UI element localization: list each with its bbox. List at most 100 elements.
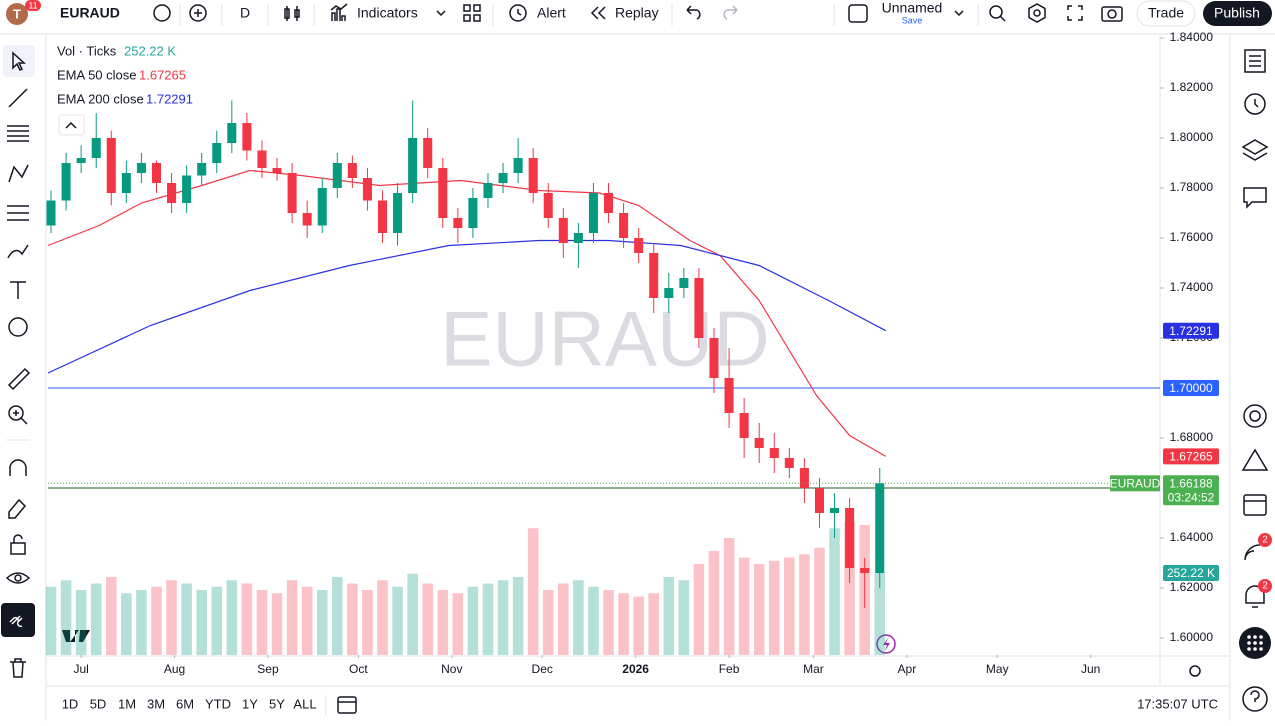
signals-icon[interactable] <box>1243 404 1267 428</box>
clock[interactable]: 17:35:07 UTC <box>1137 696 1218 711</box>
alerts-icon[interactable] <box>1244 93 1266 115</box>
lightning <box>883 638 890 651</box>
symbol[interactable]: EURAUD <box>60 5 120 21</box>
volume-bar <box>603 590 614 655</box>
chevron[interactable] <box>436 10 446 17</box>
range-button[interactable]: 3M <box>147 696 165 711</box>
delete-tool[interactable] <box>10 658 26 678</box>
replay-icon[interactable] <box>590 6 606 20</box>
settings-icon[interactable] <box>1028 3 1046 23</box>
stay-drawing-tool[interactable] <box>8 498 27 519</box>
volume-bar <box>121 593 132 655</box>
collapse-legend[interactable] <box>58 114 85 136</box>
candle-body <box>528 158 538 193</box>
candle-body <box>362 178 372 201</box>
range-button[interactable]: 1M <box>118 696 136 711</box>
range-button[interactable]: ALL <box>293 696 316 711</box>
right-toolbar: 2 2 <box>1239 49 1272 712</box>
zoom-tool[interactable] <box>8 405 24 421</box>
x-tick-label: Jul <box>73 662 88 676</box>
eye-pupil <box>14 574 22 582</box>
trade-button[interactable] <box>1136 0 1196 27</box>
templates-icon[interactable] <box>463 4 481 22</box>
candle-body <box>769 448 779 458</box>
volume-bar <box>166 580 177 655</box>
magnet-tool[interactable] <box>9 459 27 476</box>
candle-body <box>287 173 297 213</box>
emoji-tool[interactable] <box>8 317 28 337</box>
price-label: 1.72291 <box>1169 324 1213 338</box>
range-button[interactable]: 1D <box>62 696 79 711</box>
volume-bar <box>814 547 825 655</box>
chevron-up <box>65 121 77 129</box>
compare-icon[interactable] <box>153 4 171 22</box>
range-button[interactable]: 6M <box>176 696 194 711</box>
publish-button[interactable] <box>1203 1 1272 26</box>
volume-bar <box>392 586 403 655</box>
redo-icon[interactable] <box>723 5 738 20</box>
brush-tool[interactable] <box>7 244 29 259</box>
replay[interactable]: Replay <box>615 5 659 21</box>
candle-body <box>121 173 131 193</box>
ideas-icon[interactable] <box>1241 448 1269 471</box>
undo-icon[interactable] <box>686 5 701 20</box>
snapshot-icon[interactable] <box>1101 6 1123 22</box>
hide-tool[interactable] <box>5 572 31 584</box>
news-icon[interactable] <box>1244 544 1261 561</box>
save-status[interactable]: Save <box>902 15 923 25</box>
alert-icon[interactable] <box>509 4 527 22</box>
goto-date-icon[interactable] <box>337 696 357 714</box>
candle-body <box>875 483 885 573</box>
watchlist-icon[interactable] <box>1244 49 1266 73</box>
volume-bar <box>618 593 629 655</box>
fib-tool[interactable] <box>7 125 29 142</box>
ema-line <box>47 239 887 374</box>
range-button[interactable]: 1Y <box>242 696 258 711</box>
chat-icon[interactable] <box>1243 187 1267 209</box>
y-tick-label: 1.78000 <box>1170 180 1214 194</box>
range-button[interactable]: 5D <box>90 696 107 711</box>
layout-icon[interactable] <box>848 4 868 23</box>
volume-bar <box>799 554 810 655</box>
pattern-tool[interactable] <box>8 164 29 183</box>
fullscreen-icon[interactable] <box>1067 5 1083 21</box>
add-symbol-icon[interactable] <box>189 4 207 22</box>
ruler-tool[interactable] <box>7 367 31 391</box>
lock-tool[interactable] <box>10 534 26 555</box>
interval[interactable]: D <box>240 5 250 21</box>
chevron[interactable] <box>954 10 964 17</box>
notifications-icon[interactable] <box>1245 585 1265 608</box>
trend-line-tool[interactable] <box>8 88 28 108</box>
help-icon[interactable] <box>1242 686 1268 712</box>
candle-body <box>212 143 222 163</box>
candle-body <box>151 163 162 183</box>
candle-body <box>513 158 523 173</box>
last-price-name-box <box>1110 475 1160 492</box>
price-label-box <box>1163 380 1219 396</box>
y-tick-label: 1.68000 <box>1170 430 1214 444</box>
scale-settings-icon[interactable] <box>1189 665 1201 677</box>
candle-body <box>61 163 71 201</box>
indicators[interactable]: Indicators <box>357 5 418 21</box>
watermark: EURAUD <box>440 295 769 383</box>
candle-body <box>588 193 598 233</box>
object-tree-icon[interactable] <box>1241 139 1269 161</box>
quick-search-icon[interactable] <box>989 5 1003 19</box>
range-button[interactable]: 5Y <box>269 696 285 711</box>
chart-type-icon[interactable] <box>284 6 300 21</box>
tv-logo <box>79 630 90 642</box>
x-tick-label: Feb <box>719 662 740 676</box>
calendar-icon[interactable] <box>1243 494 1267 516</box>
volume-bar <box>678 580 690 655</box>
projection-tool[interactable] <box>7 205 29 221</box>
volume-bar <box>286 580 298 655</box>
cursor-tool[interactable] <box>12 51 26 72</box>
layout-name[interactable]: Unnamed <box>882 0 943 16</box>
volume-bar <box>241 583 253 655</box>
text-tool[interactable] <box>10 281 26 299</box>
avatar[interactable] <box>6 3 28 25</box>
alert[interactable]: Alert <box>537 5 566 21</box>
y-tick-label: 1.64000 <box>1170 530 1214 544</box>
range-button[interactable]: YTD <box>205 696 231 711</box>
indicators-icon[interactable] <box>330 3 348 21</box>
